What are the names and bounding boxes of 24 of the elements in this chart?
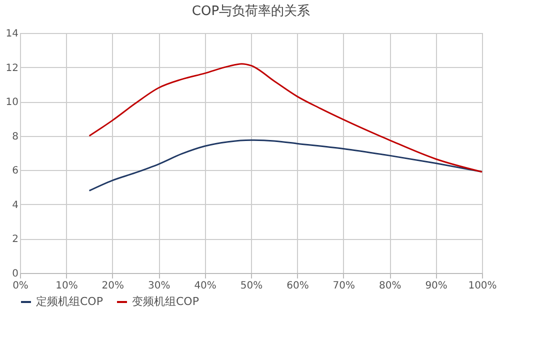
- y-tick-label: 12: [6, 62, 18, 74]
- x-tick-label: 100%: [468, 280, 497, 292]
- line-series: [88, 139, 483, 192]
- x-tick-label: 50%: [240, 280, 263, 292]
- chart-title: COP与负荷率的关系: [192, 3, 310, 19]
- y-tick-label: 2: [12, 234, 18, 246]
- y-tick-label: 4: [12, 200, 18, 211]
- y-tick-label: 6: [12, 166, 18, 177]
- x-tick-label: 70%: [332, 280, 356, 292]
- x-tick-label: 30%: [148, 280, 170, 292]
- x-tick-label: 10%: [56, 280, 78, 292]
- line-series: [88, 63, 483, 173]
- legend-label: 定频机组COP: [36, 295, 104, 308]
- x-tick-label: 40%: [194, 280, 216, 292]
- y-tick-label: 0: [12, 268, 18, 280]
- y-tick-label: 14: [6, 28, 18, 40]
- x-tick-label: 60%: [286, 280, 309, 292]
- y-tick-label: 10: [6, 97, 18, 108]
- x-tick-label: 90%: [425, 280, 448, 292]
- x-tick-label: 80%: [378, 280, 402, 292]
- x-tick-label: 0%: [12, 280, 28, 292]
- legend-label: 变频机组COP: [132, 295, 200, 308]
- y-tick-label: 8: [12, 131, 18, 142]
- x-tick-label: 20%: [102, 280, 124, 292]
